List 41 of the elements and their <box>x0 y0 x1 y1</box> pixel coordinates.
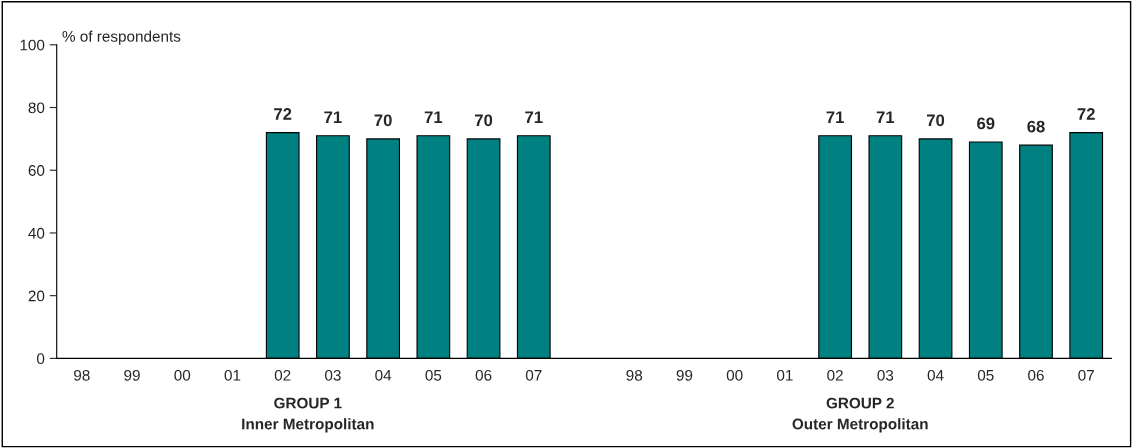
x-tick-label: 03 <box>877 369 894 381</box>
y-axis-title: % of respondents <box>62 30 181 45</box>
data-label: 71 <box>324 111 342 123</box>
x-tick-label: 98 <box>74 369 90 381</box>
data-label: 71 <box>525 111 543 123</box>
x-tick-label: 07 <box>1078 369 1094 381</box>
x-tick-label: 02 <box>827 369 843 381</box>
x-tick-label: 00 <box>174 369 191 381</box>
x-tick-label: 02 <box>274 369 291 381</box>
data-label: 72 <box>1077 108 1095 120</box>
data-label: 71 <box>876 111 895 123</box>
x-tick-label: 05 <box>977 369 994 381</box>
x-tick-label: 04 <box>927 369 944 381</box>
x-tick-label: 98 <box>626 369 643 381</box>
y-tick-label: 80 <box>28 102 45 114</box>
x-tick-label: 00 <box>726 369 743 381</box>
x-tick-label: 07 <box>525 369 542 381</box>
x-tick-label: 99 <box>124 369 140 381</box>
x-tick-label: 04 <box>375 369 392 381</box>
data-label: 70 <box>927 114 945 127</box>
x-tick-label: 06 <box>1028 369 1044 381</box>
text: GROUP 2 Outer Metropolitan <box>792 397 928 433</box>
data-label: 71 <box>424 111 443 123</box>
x-tick-label: 99 <box>676 369 693 381</box>
y-tick-label: 0 <box>37 353 45 365</box>
x-tick-label: 01 <box>776 369 793 381</box>
data-label: 70 <box>374 114 392 127</box>
y-tick-label: 60 <box>28 165 45 176</box>
data-label: 71 <box>826 111 844 123</box>
data-label: 68 <box>1027 120 1045 133</box>
y-tick-label: 40 <box>28 227 45 239</box>
text: GROUP 1 Inner Metropolitan <box>242 397 374 433</box>
x-tick-label: 03 <box>325 369 341 381</box>
y-tick-label: 20 <box>28 290 45 302</box>
x-tick-label: 06 <box>475 369 492 381</box>
data-label: 72 <box>274 108 292 120</box>
y-tick-label: 100 <box>20 39 45 51</box>
x-tick-label: 05 <box>425 369 442 381</box>
data-label: 70 <box>475 114 493 127</box>
x-tick-label: 01 <box>224 369 241 381</box>
data-label: 69 <box>977 117 995 130</box>
